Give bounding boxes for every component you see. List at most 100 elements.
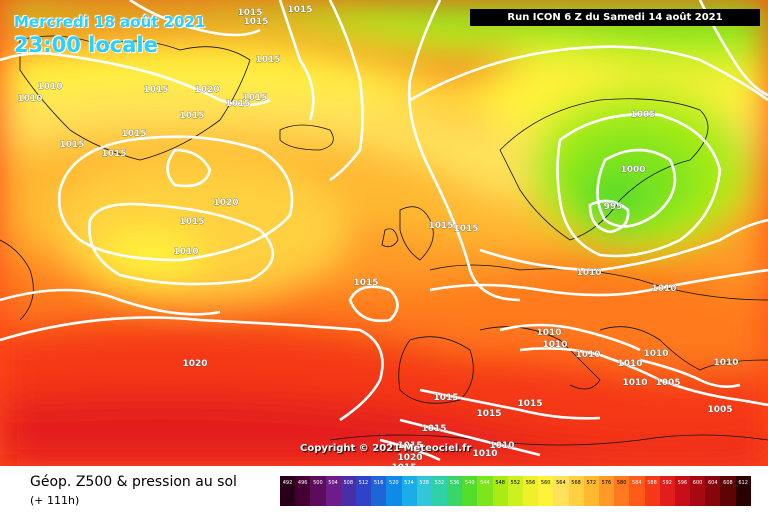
isobar-value-label: 1010 — [173, 247, 198, 257]
legend-value: 548 — [495, 480, 505, 486]
legend-value: 516 — [373, 480, 384, 486]
legend-swatch: 584 — [629, 476, 645, 506]
isobar-value-label: 1015 — [101, 149, 126, 159]
isobar-value-label: 1010 — [713, 358, 738, 368]
legend-swatch: 528 — [416, 476, 432, 506]
legend-swatch: 568 — [568, 476, 584, 506]
isobar-value-label: 1010 — [651, 284, 676, 294]
isobar-value-label: 1010 — [489, 441, 514, 451]
legend-value: 556 — [525, 480, 536, 486]
isobar-value-label: 1015 — [255, 55, 280, 65]
legend-value: 536 — [449, 480, 460, 486]
legend-value: 492 — [282, 480, 293, 486]
legend-swatch: 536 — [447, 476, 463, 506]
isobar-value-label: 1015 — [179, 217, 204, 227]
isobar-value-label: 1015 — [421, 424, 446, 434]
model-run-label: Run ICON 6 Z du Samedi 14 août 2021 — [470, 9, 760, 26]
isobar-value-label: 1020 — [194, 85, 219, 95]
isobar-value-label: 1015 — [225, 99, 250, 109]
legend-swatch: 592 — [659, 476, 675, 506]
legend-swatch: 516 — [371, 476, 387, 506]
legend-swatch: 532 — [431, 476, 448, 506]
isobar-value-label: 1015 — [476, 409, 501, 419]
legend-swatch: 572 — [583, 476, 599, 506]
legend-value: 496 — [297, 480, 308, 486]
isobar-value-label: 1010 — [542, 340, 567, 350]
isobar-value-label: 1010 — [536, 328, 561, 338]
legend-value: 528 — [419, 480, 429, 486]
isobar-value-label: 1015 — [287, 5, 312, 15]
legend-value: 604 — [707, 480, 718, 486]
isobar-value-label: 1015 — [237, 8, 262, 18]
isobar-labels: 1015 101510151015101510201015101510151010… — [17, 5, 739, 466]
legend-swatch: 556 — [523, 476, 539, 506]
color-scale-legend: 492 496 500 504 508 512 516 520 524 528 532 536 540 5… — [280, 476, 751, 506]
legend-swatch: 552 — [507, 476, 523, 506]
legend-swatch: 496 — [295, 476, 311, 506]
isobar-value-label: 1010 — [643, 349, 668, 359]
isobar-value-label: 1015 — [59, 140, 84, 150]
legend-value: 512 — [358, 480, 369, 486]
legend-swatch: 580 — [614, 476, 630, 506]
isobar-value-label: 1015 — [179, 111, 204, 121]
weather-map: 1015 101510151015101510201015101510151010… — [0, 0, 768, 466]
isobar-value-label: 1015 — [353, 278, 378, 288]
legend-value: 544 — [480, 480, 490, 486]
legend-swatch: 540 — [462, 476, 478, 506]
legend-swatch: 508 — [340, 476, 356, 506]
isobar-value-label: 1010 — [575, 350, 600, 360]
isobar-value-label: 1020 — [213, 198, 238, 208]
legend-value: 564 — [556, 480, 566, 486]
legend-swatch: 500 — [310, 476, 326, 506]
isobars — [0, 0, 768, 462]
valid-date: Mercredi 18 août 2021 — [14, 13, 206, 31]
isobar-value-label: 1020 — [397, 453, 422, 463]
legend-value: 592 — [662, 480, 672, 486]
legend-value: 596 — [677, 480, 688, 486]
legend-swatch: 588 — [644, 476, 660, 506]
isobar-value-label: 995 — [604, 202, 623, 212]
legend-value: 560 — [540, 480, 551, 486]
legend-value: 572 — [586, 480, 597, 486]
isobar-value-label: 1010 — [17, 94, 42, 104]
isobar-value-label: 1010 — [576, 268, 601, 278]
isobar-value-label: 1015 — [453, 224, 478, 234]
isobar-value-label: 1010 — [622, 378, 647, 388]
legend-swatch: 564 — [553, 476, 569, 506]
legend-value: 612 — [738, 480, 748, 486]
isobar-value-label: 1020 — [182, 359, 207, 369]
isobar-value-label: 1010 — [37, 82, 62, 92]
forecast-lead-time: (+ 111h) — [30, 494, 80, 507]
field-description: Géop. Z500 & pression au sol — [30, 474, 237, 490]
isobar-value-label: 1015 — [433, 393, 458, 403]
valid-time: 23:00 locale — [14, 33, 158, 57]
copyright-text: Copyright © 2021 Meteociel.fr — [300, 443, 472, 454]
isobar-value-label: 1015 — [428, 221, 453, 231]
legend-value: 580 — [616, 480, 627, 486]
isobar-value-label: 1000 — [620, 165, 645, 175]
legend-swatch: 520 — [386, 476, 402, 506]
legend-value: 576 — [601, 480, 612, 486]
legend-value: 584 — [632, 480, 642, 486]
isobar-value-label: 1010 — [617, 359, 642, 369]
legend-swatch: 600 — [690, 476, 706, 506]
legend-value: 500 — [313, 480, 323, 486]
legend-swatch: 612 — [735, 476, 751, 506]
legend-value: 532 — [434, 480, 445, 486]
legend-swatch: 512 — [355, 476, 372, 506]
legend-value: 540 — [464, 480, 475, 486]
legend-swatch: 596 — [674, 476, 691, 506]
isobar-value-label: 1015 — [242, 93, 267, 103]
coastlines — [0, 35, 768, 446]
isobar-value-label: 1005 — [655, 378, 680, 388]
legend-value: 568 — [571, 480, 581, 486]
isobar-value-label: 1015 — [121, 129, 146, 139]
legend-swatch: 544 — [477, 476, 493, 506]
isobar-value-label: 1005 — [630, 110, 655, 120]
isobar-value-label: 1015 — [517, 399, 542, 409]
isobar-value-label: 1015 — [391, 463, 416, 466]
isobar-value-label: 1015 — [397, 441, 422, 451]
legend-value: 552 — [510, 480, 521, 486]
isobar-value-label: 1015 — [143, 85, 168, 95]
legend-value: 588 — [647, 480, 657, 486]
